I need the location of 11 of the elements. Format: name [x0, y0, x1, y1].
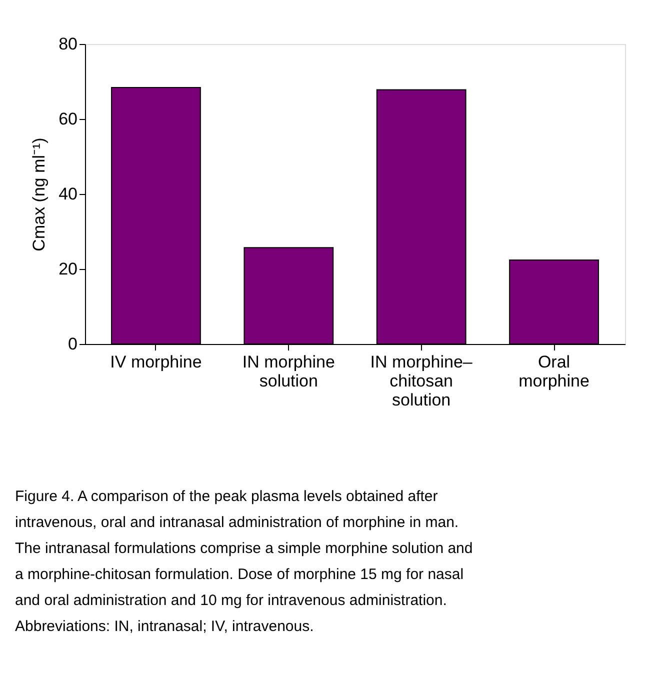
x-tick-label: IN morphine–chitosan solution — [370, 352, 473, 410]
x-tick-label: IV morphine — [110, 352, 202, 372]
x-tick-label: IN morphine solution — [242, 352, 335, 390]
y-tick-label: 60 — [58, 110, 78, 128]
y-tick-label: 20 — [58, 260, 78, 278]
x-tick-label: Oral morphine — [518, 352, 590, 390]
y-axis-title: Cmax (ng ml⁻¹) — [30, 138, 49, 252]
caption: Figure 4. A comparison of the peak plasma levels obtained after intravenous, oral and intranasal administration of morphine in man. The intranasal formulations comprise a simple morphine solution and a morphine-chitosan formulation. Dose of morphine 15 mg for nasal and oral administration and 10 mg for intravenous administration. Abbreviations: IN, intranasal; IV, intravenous. — [15, 488, 473, 635]
y-tick-label: 80 — [58, 34, 78, 54]
y-tick-label: 0 — [68, 334, 78, 354]
y-tick-label: 40 — [58, 184, 78, 204]
